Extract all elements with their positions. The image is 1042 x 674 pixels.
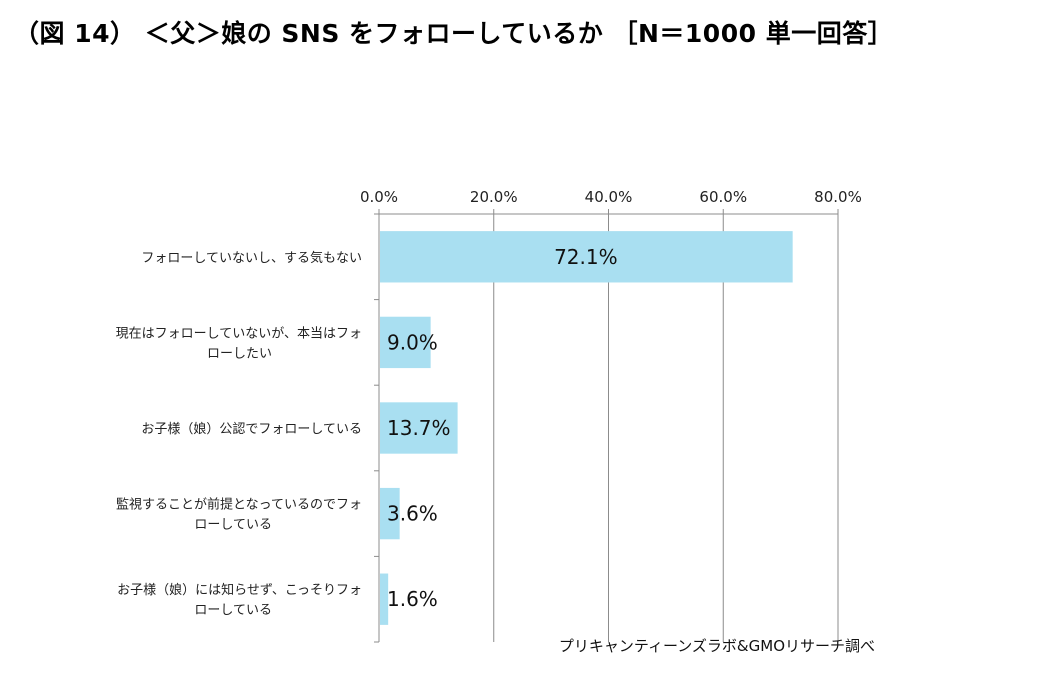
bar	[380, 316, 431, 369]
category-label: 監視することが前提となっているのでフォ	[116, 497, 362, 513]
x-tick-label: 20.0%	[470, 188, 518, 206]
data-label: 9.0%	[387, 330, 438, 354]
grid-lines	[493, 214, 839, 642]
data-label: 72.1%	[554, 245, 618, 269]
data-label: 3.6%	[387, 502, 438, 526]
data-label: 13.7%	[387, 416, 451, 440]
x-tick-label: 60.0%	[699, 188, 747, 206]
category-label: ローしている	[194, 603, 272, 618]
category-label: 現在はフォローしていないが、本当はフォ	[116, 326, 362, 341]
data-labels: 72.1% 9.0% 13.7% 3.6% 1.6%	[387, 245, 618, 611]
x-tick-label: 80.0%	[814, 188, 862, 206]
data-label: 1.6%	[387, 587, 438, 611]
bar	[380, 487, 400, 540]
bar	[380, 231, 793, 283]
x-tick-labels: 0.0% 20.0% 40.0% 60.0% 80.0%	[360, 188, 862, 206]
source-note: プリキャンティーンズラボ&GMOリサーチ調べ	[559, 637, 875, 655]
bars	[380, 231, 793, 625]
axes	[374, 209, 839, 643]
category-label: ローしている	[194, 518, 272, 533]
category-label: お子様（娘）公認でフォローしている	[141, 421, 362, 437]
category-label: お子様（娘）には知らせず、こっそりフォ	[117, 582, 362, 598]
x-tick-label: 0.0%	[360, 188, 398, 206]
category-label: フォローしていないし、する気もない	[141, 250, 362, 266]
category-labels: フォローしていないし、する気もない現在はフォローしていないが、本当はフォローした…	[116, 250, 362, 618]
page-title: （図 14） ＜父＞娘の SNS をフォローしているか ［N＝1000 単一回答…	[14, 19, 894, 48]
x-tick-label: 40.0%	[585, 188, 633, 206]
bar	[380, 573, 389, 625]
category-label: ローしたい	[207, 346, 272, 361]
bar	[380, 402, 458, 454]
